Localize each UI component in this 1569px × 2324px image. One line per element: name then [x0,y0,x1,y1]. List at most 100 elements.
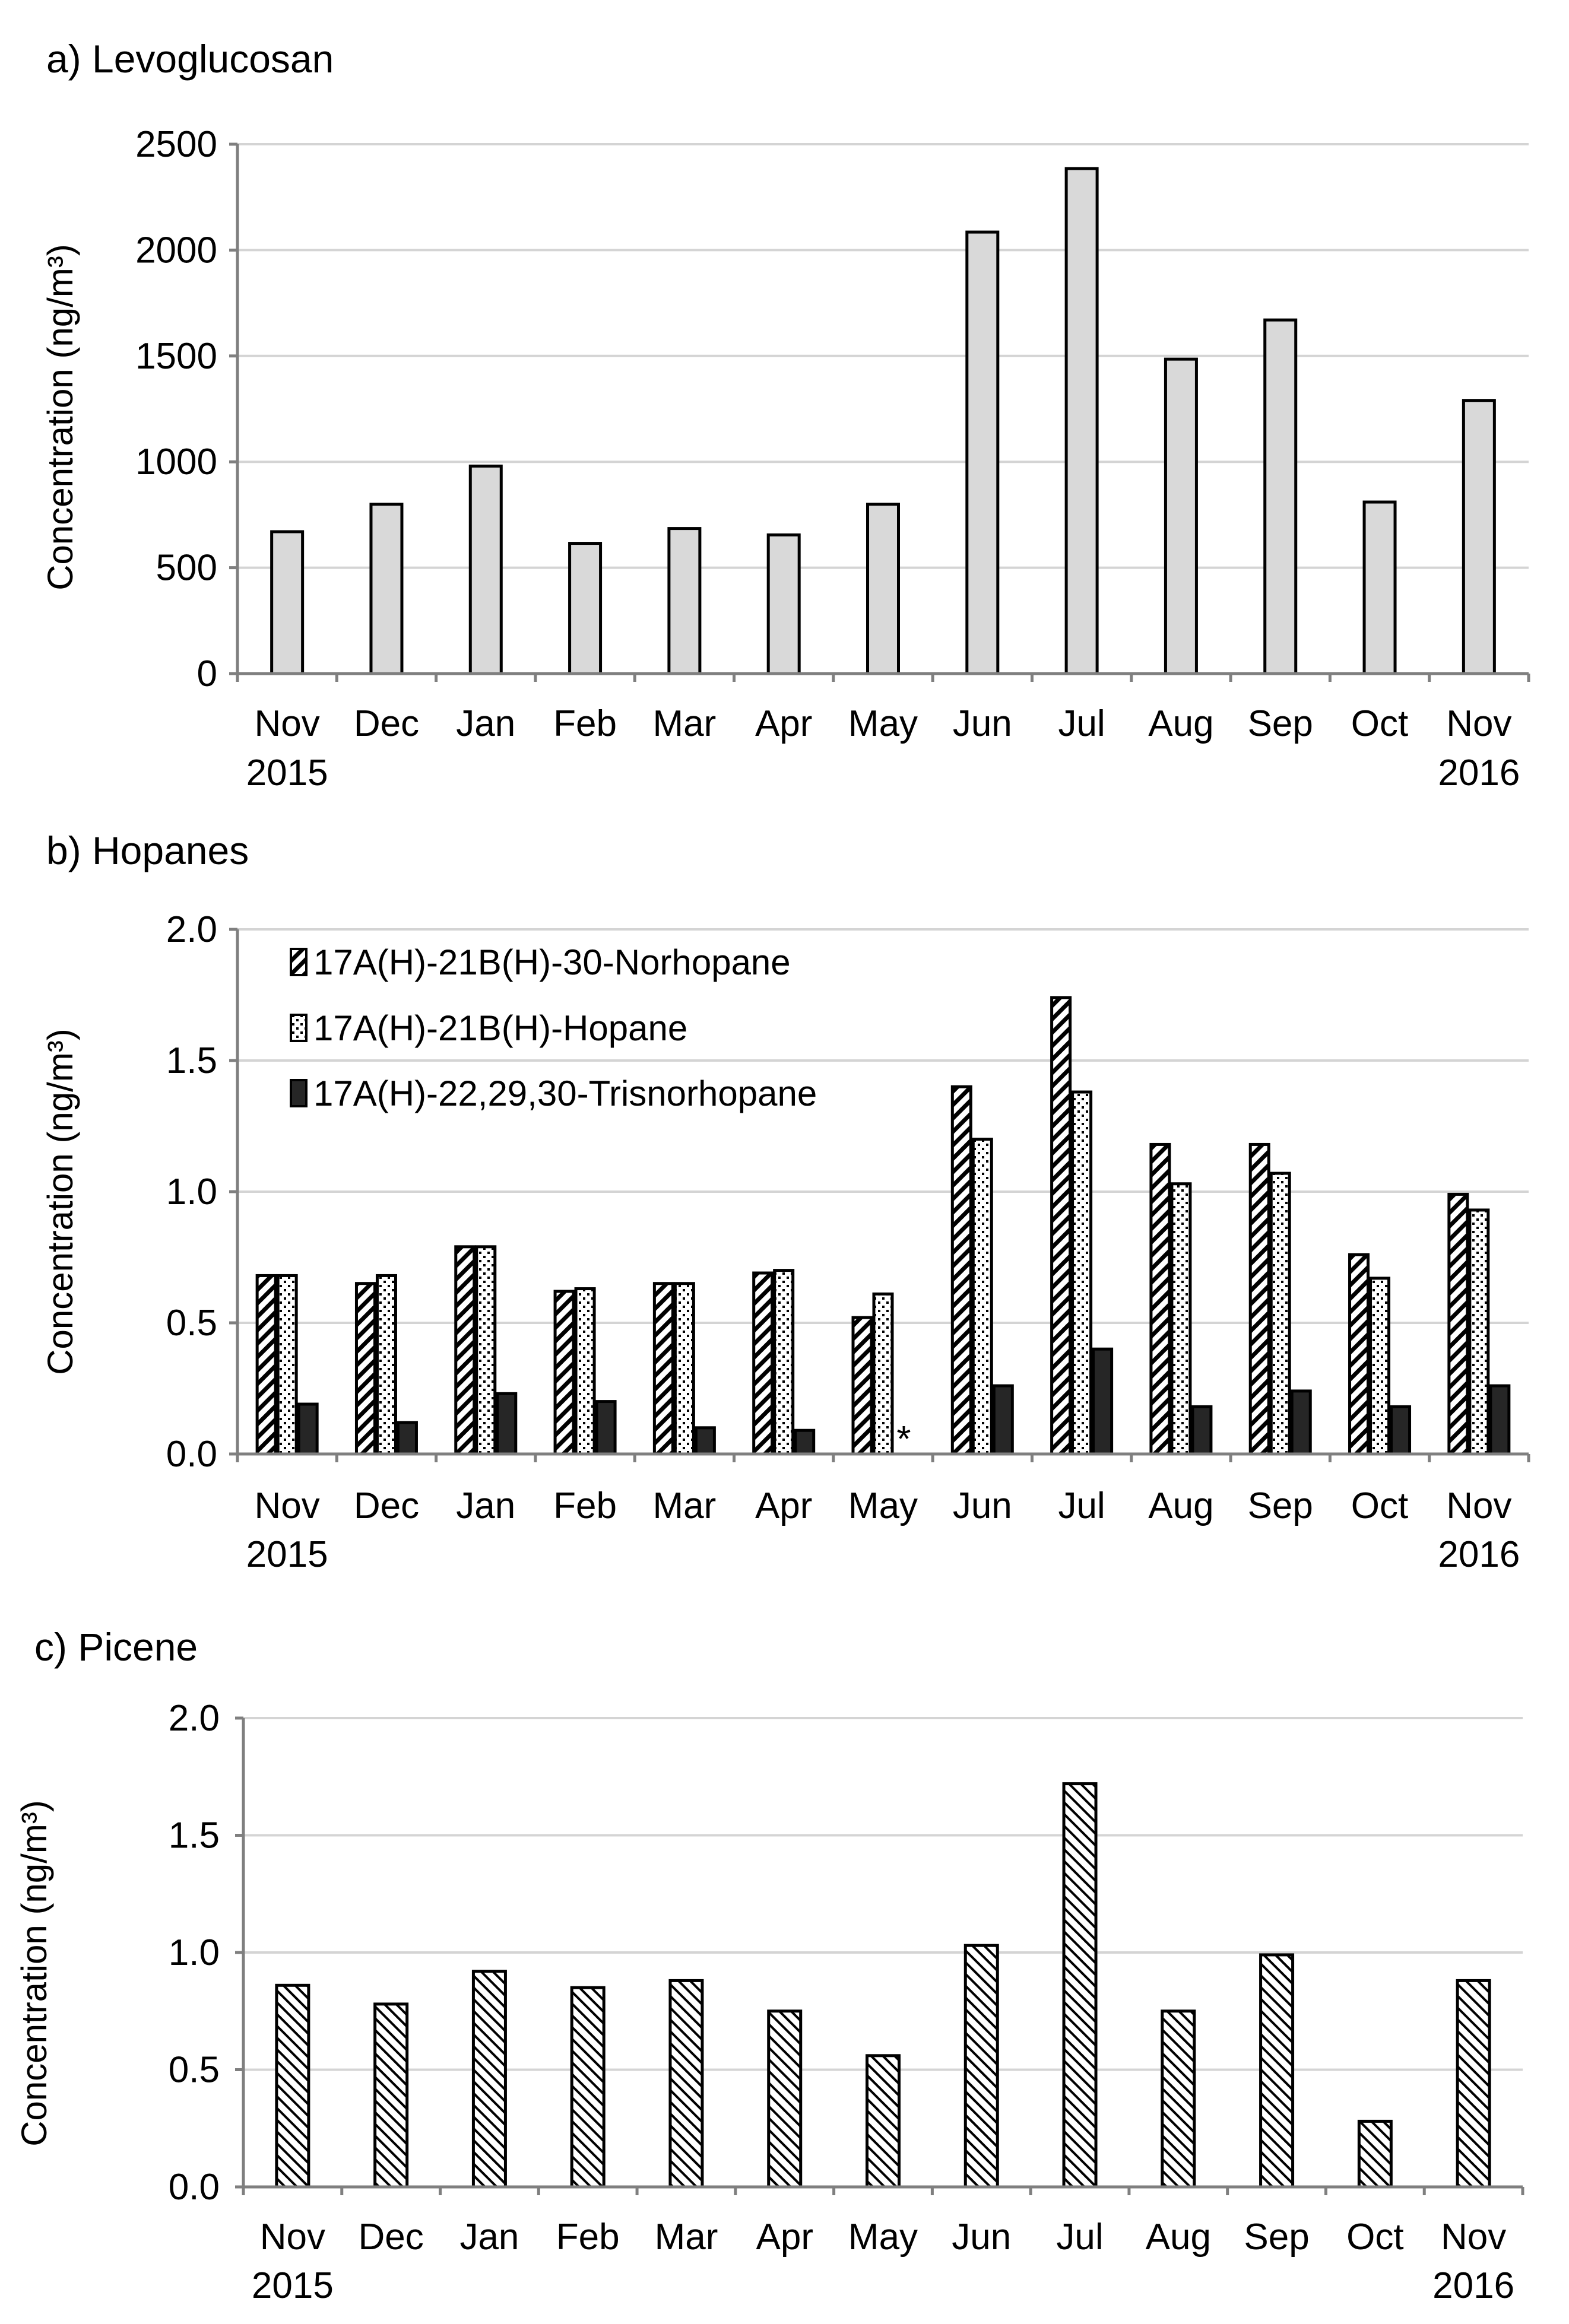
x-tick-label: Jan [459,2217,519,2258]
y-tick-label: 500 [156,548,217,589]
bar [773,1269,795,1456]
y-tick-label: 2000 [135,230,217,271]
bar [872,1292,894,1456]
y-axis-label: Concentration (ng/m³) [40,1028,80,1375]
chart-panel-hopanes: b) Hopanes Concentration (ng/m³) 17A(H)-… [40,828,1530,1575]
bar [1164,357,1198,675]
bar [270,530,305,675]
bar [1489,1384,1511,1456]
y-tick-label: 1.0 [166,1171,217,1212]
x-tick-label: Sep [1248,1485,1313,1526]
x-tick-label: Sep [1248,703,1313,744]
chart-title: b) Hopanes [46,828,249,872]
x-tick-label: Oct [1351,703,1408,744]
legend-swatch-norhopane [290,948,308,976]
x-tick-label: May [848,2217,918,2258]
bar [369,503,404,675]
bar [1357,2119,1393,2189]
bar [496,1392,518,1456]
x-tick-label: Oct [1346,2217,1403,2258]
x-tick-label: Apr [755,703,812,744]
bar [1191,1405,1213,1456]
y-axis-label: Concentration (ng/m³) [14,1800,54,2147]
bar [1390,1405,1412,1456]
y-tick-label: 0.5 [169,2050,220,2091]
bar [396,1421,418,1456]
x-tick-label: Feb [553,1485,617,1526]
y-tick-label: 1.5 [169,1815,220,1856]
x-tick-label: Dec [359,2217,424,2258]
bar [965,230,1000,675]
chart-title: a) Levoglucosan [46,37,334,81]
y-tick-label: 0.5 [166,1303,217,1344]
bar [694,1426,716,1456]
bar [866,2054,901,2189]
bar [475,1245,497,1456]
bar [851,1316,873,1456]
bar [275,1983,310,2189]
legend-swatch-trisnorhopane [290,1079,308,1107]
bar [375,1274,397,1456]
x-tick-label: Sep [1244,2217,1309,2258]
bar [667,527,702,675]
bar [866,503,900,675]
x-year-label: 2016 [1438,1534,1520,1575]
bar [1170,1182,1192,1456]
x-tick-label: Jan [456,1485,515,1526]
bar [373,2002,409,2189]
bar [568,542,603,675]
bar [767,2009,803,2189]
bar [794,1428,816,1456]
y-tick-label: 1000 [135,442,217,482]
bar [668,1979,704,2189]
x-tick-label: Dec [354,703,419,744]
x-tick-label: Nov [255,703,320,744]
x-tick-label: Jun [953,1485,1012,1526]
bar [1468,1208,1490,1456]
bar [1248,1142,1270,1456]
y-tick-label: 1500 [135,336,217,377]
bar [595,1400,617,1456]
legend-label-trisnorhopane: 17A(H)-22,29,30-Trisnorhopane [313,1074,817,1113]
bar [297,1402,319,1456]
y-tick-label: 2.0 [166,909,217,950]
chart-panel-levoglucosan: a) Levoglucosan Concentration (ng/m³) 0 5… [40,37,1530,793]
bar [673,1282,695,1456]
bar [1369,1277,1391,1456]
bar [1447,1192,1469,1456]
legend-swatch-hopane [290,1014,308,1042]
x-tick-label: Nov [260,2217,325,2258]
bar [276,1274,298,1456]
x-year-label: 2015 [252,2265,334,2306]
chart-panel-picene: c) Picene Concentration (ng/m³) 0.0 0.5 1.… [14,1625,1524,2306]
bar [1290,1389,1312,1456]
bar [1462,399,1496,675]
x-tick-label: Aug [1146,2217,1211,2258]
x-tick-label: May [848,703,918,744]
x-tick-label: Aug [1148,1485,1213,1526]
bar [1062,1782,1098,2189]
y-tick-label: 0.0 [169,2167,220,2208]
legend: 17A(H)-21B(H)-30-Norhopane 17A(H)-21B(H)… [290,942,817,1113]
legend-label-hopane: 17A(H)-21B(H)-Hopane [313,1008,687,1048]
x-tick-label: Jul [1058,703,1105,744]
bar [1348,1253,1370,1456]
x-tick-label: Jul [1056,2217,1103,2258]
x-tick-label: Mar [655,2217,718,2258]
bar [1064,167,1099,675]
y-tick-label: 1.0 [169,1932,220,1973]
bar [1456,1979,1491,2189]
x-tick-label: Feb [553,703,617,744]
bar [574,1287,596,1456]
bar [950,1085,972,1456]
x-tick-label: Feb [556,2217,620,2258]
legend-label-norhopane: 17A(H)-21B(H)-30-Norhopane [313,942,791,982]
x-tick-label: Jul [1058,1485,1105,1526]
bar [454,1245,476,1456]
bar [471,1970,507,2189]
x-tick-label: Mar [652,1485,716,1526]
x-year-label: 2016 [1438,753,1520,793]
y-tick-label: 2.0 [169,1698,220,1739]
bar [1263,318,1298,675]
